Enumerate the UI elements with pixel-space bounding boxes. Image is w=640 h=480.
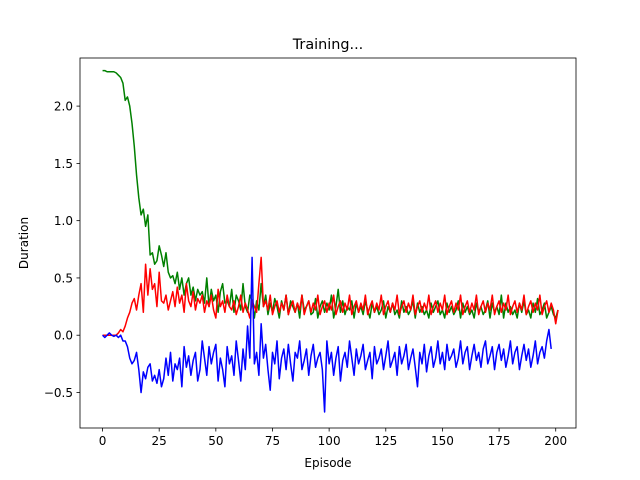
- x-axis-label: Episode: [304, 456, 351, 470]
- series-line-2: [102, 256, 552, 413]
- x-tick-label: 200: [544, 434, 567, 448]
- y-tick-label: 2.0: [54, 100, 73, 114]
- x-tick-label: 25: [152, 434, 167, 448]
- x-tick-label: 100: [318, 434, 341, 448]
- y-tick-label: 1.0: [54, 214, 73, 228]
- y-tick-label: −0.5: [44, 386, 73, 400]
- x-tick-label: 50: [208, 434, 223, 448]
- chart-title: Training...: [292, 37, 364, 53]
- series-line-0: [102, 69, 559, 319]
- y-axis: −0.5 0.0 0.5 1.0 1.5 2.0: [44, 100, 80, 400]
- y-axis-label: Duration: [17, 217, 31, 269]
- plot-frame: [79, 57, 577, 429]
- y-tick-label: 0.0: [54, 329, 73, 343]
- x-axis: 0 25 50 75 100 125 150 175 200: [99, 428, 567, 448]
- x-tick-label: 0: [99, 434, 107, 448]
- y-tick-label: 1.5: [54, 157, 73, 171]
- series-line-1: [102, 256, 559, 336]
- x-tick-label: 75: [265, 434, 280, 448]
- x-tick-label: 125: [374, 434, 397, 448]
- y-tick-label: 0.5: [54, 271, 73, 285]
- series-layer: [102, 69, 559, 413]
- x-tick-label: 150: [431, 434, 454, 448]
- x-tick-label: 175: [488, 434, 511, 448]
